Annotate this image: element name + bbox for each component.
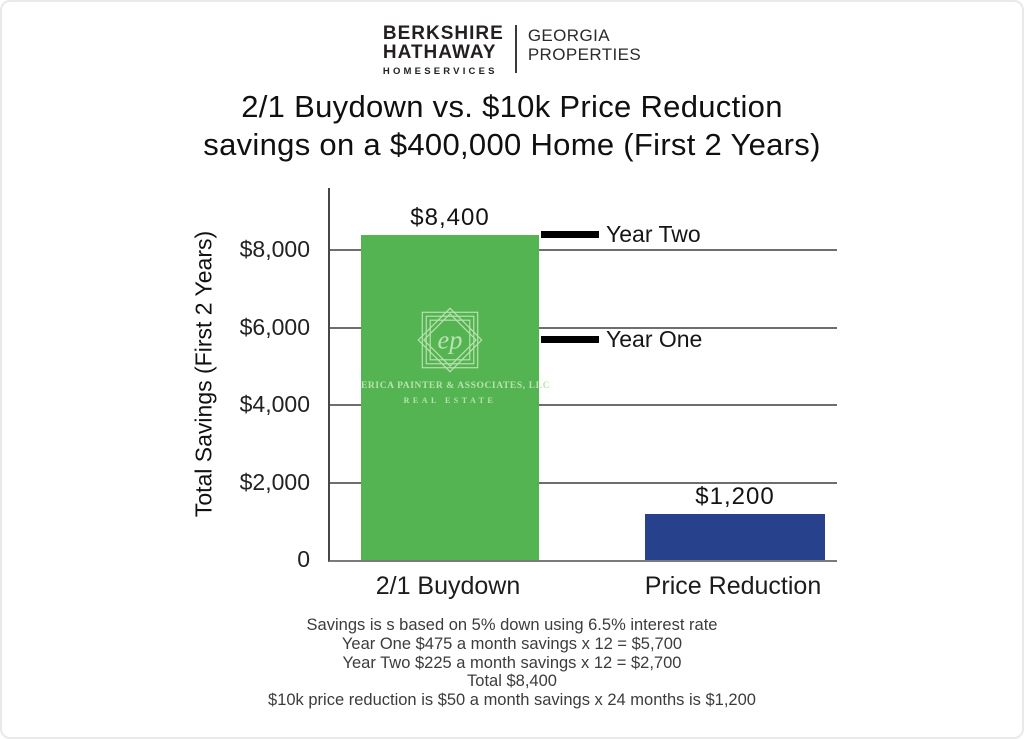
brand-name-line2: HATHAWAY xyxy=(382,42,497,63)
year-two-marker: Year Two xyxy=(541,221,701,249)
year-one-marker-line xyxy=(541,335,599,343)
ep-emblem-icon: ep xyxy=(417,306,483,373)
brand-divider xyxy=(514,25,517,73)
y-tick-label: $8,000 xyxy=(239,236,310,262)
x-label-buydown: 2/1 Buydown xyxy=(375,572,521,600)
footnote-line: $10k price reduction is $50 a month savi… xyxy=(268,691,756,710)
gridline xyxy=(330,481,837,484)
gridline xyxy=(330,404,837,406)
x-label-price-reduction: Price Reduction xyxy=(644,572,822,600)
y-tick-label: $6,000 xyxy=(239,313,310,340)
brand-logo: BERKSHIRE HATHAWAY HOMESERVICES GEORGIA … xyxy=(0,24,1024,77)
bar-value-label-buydown: $8,400 xyxy=(410,203,490,231)
year-one-marker: Year One xyxy=(541,325,702,353)
year-two-marker-label: Year Two xyxy=(606,221,701,247)
footnote-line: Year One $475 a month savings x 12 = $5,… xyxy=(341,634,683,653)
brand-region-line1: GEORGIA xyxy=(527,26,610,45)
y-tick-label: $4,000 xyxy=(239,391,310,417)
bar-2-1-buydown: $8,400 ep ERICA PAINTER & ASSOCIATES, LL… xyxy=(361,204,551,560)
y-tick-label: 0 xyxy=(297,546,310,572)
gridline xyxy=(330,326,837,329)
footnote-line: Total $8,400 xyxy=(467,672,557,691)
chart-title-line1: 2/1 Buydown vs. $10k Price Reduction xyxy=(241,89,783,124)
gridline xyxy=(330,249,837,251)
year-two-marker-line xyxy=(541,231,599,238)
brand-region-line2: PROPERTIES xyxy=(527,45,642,64)
footnotes: Savings is s based on 5% down using 6.5%… xyxy=(0,616,1024,710)
ep-logo-company-name: ERICA PAINTER & ASSOCIATES, LLC xyxy=(361,380,551,391)
brand-name-line3: HOMESERVICES xyxy=(382,66,498,77)
year-one-marker-label: Year One xyxy=(606,325,703,352)
ep-monogram: ep xyxy=(438,324,463,354)
erica-painter-logo: ep ERICA PAINTER & ASSOCIATES, LLC REAL … xyxy=(361,306,551,405)
brand-name-line1: BERKSHIRE xyxy=(382,23,504,44)
y-tick-label: $2,000 xyxy=(239,468,310,495)
bar-price-reduction: $1,200 xyxy=(645,483,825,560)
chart-title-line2: savings on a $400,000 Home (First 2 Year… xyxy=(203,127,821,162)
ep-logo-tagline: REAL ESTATE xyxy=(403,395,497,405)
bar-value-label-price-reduction: $1,200 xyxy=(695,482,775,510)
plot-area: $8,400 ep ERICA PAINTER & ASSOCIATES, LL… xyxy=(328,188,837,562)
footnote-line: Savings is s based on 5% down using 6.5%… xyxy=(306,616,718,634)
footnote-line: Year Two $225 a month savings x 12 = $2,… xyxy=(342,653,682,672)
chart-title: 2/1 Buydown vs. $10k Price Reduction sav… xyxy=(0,88,1024,164)
brand-logo-left: BERKSHIRE HATHAWAY HOMESERVICES xyxy=(383,24,504,77)
brand-logo-right: GEORGIA PROPERTIES xyxy=(528,24,641,64)
